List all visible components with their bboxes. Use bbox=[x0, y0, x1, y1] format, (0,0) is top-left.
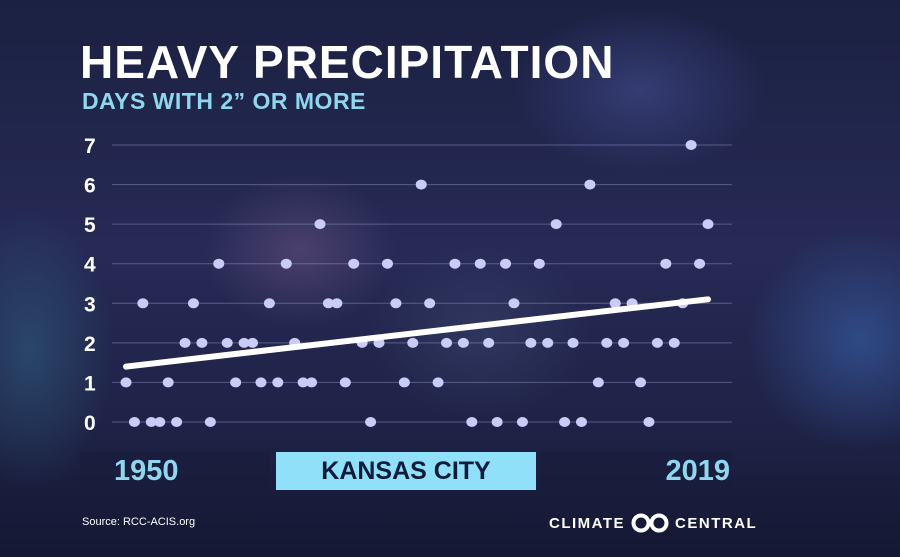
data-point bbox=[533, 258, 545, 269]
data-point bbox=[272, 377, 284, 388]
y-tick-label: 2 bbox=[84, 333, 96, 356]
data-point bbox=[651, 337, 663, 348]
data-point bbox=[230, 377, 242, 388]
data-point bbox=[635, 377, 647, 388]
data-point bbox=[255, 377, 267, 388]
data-point bbox=[525, 337, 537, 348]
data-point bbox=[542, 337, 554, 348]
data-point bbox=[390, 298, 402, 309]
data-point bbox=[171, 417, 183, 427]
data-point bbox=[154, 417, 166, 427]
data-point bbox=[331, 298, 343, 309]
data-point bbox=[424, 298, 436, 309]
data-point bbox=[449, 258, 461, 269]
data-point bbox=[559, 417, 571, 427]
data-point bbox=[601, 337, 613, 348]
data-point bbox=[415, 179, 427, 190]
brand-word-central: CENTRAL bbox=[675, 514, 758, 532]
data-point bbox=[306, 377, 318, 388]
data-point bbox=[145, 417, 157, 427]
data-point bbox=[187, 298, 199, 309]
data-point bbox=[162, 377, 174, 388]
data-point bbox=[584, 179, 596, 190]
data-point bbox=[221, 337, 233, 348]
data-point bbox=[120, 377, 132, 388]
source-credit: Source: RCC-ACIS.org bbox=[82, 516, 196, 528]
data-point bbox=[213, 258, 225, 269]
climate-central-brand: CLIMATE CENTRAL bbox=[549, 512, 757, 534]
data-point bbox=[263, 298, 275, 309]
start-year-label: 1950 bbox=[80, 452, 270, 490]
y-tick-label: 1 bbox=[84, 372, 96, 395]
climate-central-logo-icon bbox=[631, 513, 669, 533]
data-point bbox=[365, 417, 377, 427]
y-axis-ticks: 0 1 2 3 4 5 6 7 bbox=[84, 135, 96, 435]
data-points bbox=[120, 140, 714, 427]
data-point bbox=[314, 219, 326, 230]
data-point bbox=[280, 258, 292, 269]
data-point bbox=[483, 337, 495, 348]
data-point bbox=[322, 298, 334, 309]
data-point bbox=[575, 417, 587, 427]
chart-subtitle: DAYS WITH 2” OR MORE bbox=[82, 88, 366, 114]
data-point bbox=[137, 298, 149, 309]
trendline-layer bbox=[123, 296, 711, 370]
brand-word-climate: CLIMATE bbox=[549, 514, 626, 532]
y-tick-label: 7 bbox=[84, 135, 96, 158]
data-point bbox=[238, 337, 250, 348]
data-point bbox=[609, 298, 621, 309]
data-point bbox=[204, 417, 216, 427]
data-point bbox=[702, 219, 714, 230]
data-point bbox=[441, 337, 453, 348]
data-point bbox=[508, 298, 520, 309]
end-year-label: 2019 bbox=[540, 452, 732, 490]
y-tick-label: 0 bbox=[84, 412, 96, 435]
data-point bbox=[685, 140, 697, 150]
data-point bbox=[660, 258, 672, 269]
data-point bbox=[339, 377, 351, 388]
location-label: KANSAS CITY bbox=[276, 452, 536, 490]
data-point bbox=[196, 337, 208, 348]
data-point bbox=[128, 417, 140, 427]
data-point bbox=[500, 258, 512, 269]
y-tick-label: 5 bbox=[84, 214, 96, 237]
data-point bbox=[457, 337, 469, 348]
data-point bbox=[381, 258, 393, 269]
data-point bbox=[407, 337, 419, 348]
data-point bbox=[466, 417, 478, 427]
data-point bbox=[398, 377, 410, 388]
y-tick-label: 3 bbox=[84, 293, 96, 316]
data-point bbox=[179, 337, 191, 348]
data-point bbox=[348, 258, 360, 269]
data-point bbox=[567, 337, 579, 348]
data-point bbox=[550, 219, 562, 230]
data-point bbox=[516, 417, 528, 427]
data-point bbox=[474, 258, 486, 269]
data-point bbox=[592, 377, 604, 388]
data-point bbox=[247, 337, 259, 348]
trendline bbox=[123, 296, 711, 370]
chart-title: HEAVY PRECIPITATION bbox=[80, 36, 615, 88]
data-point bbox=[668, 337, 680, 348]
data-point bbox=[618, 337, 630, 348]
data-point bbox=[643, 417, 655, 427]
y-tick-label: 4 bbox=[84, 254, 96, 277]
data-point bbox=[432, 377, 444, 388]
data-point bbox=[297, 377, 309, 388]
data-point bbox=[491, 417, 503, 427]
data-point bbox=[694, 258, 706, 269]
y-tick-label: 6 bbox=[84, 175, 96, 198]
